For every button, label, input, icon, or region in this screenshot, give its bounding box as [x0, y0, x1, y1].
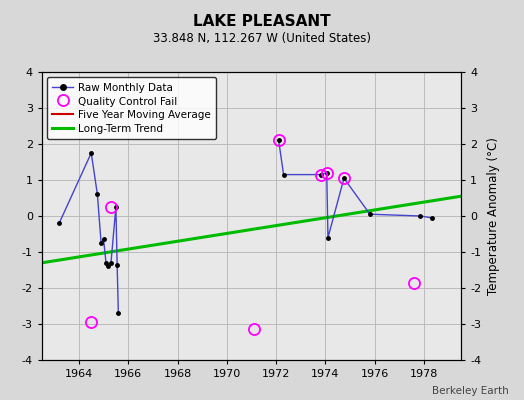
Text: LAKE PLEASANT: LAKE PLEASANT: [193, 14, 331, 29]
Text: 33.848 N, 112.267 W (United States): 33.848 N, 112.267 W (United States): [153, 32, 371, 45]
Y-axis label: Temperature Anomaly (°C): Temperature Anomaly (°C): [487, 137, 500, 295]
Text: Berkeley Earth: Berkeley Earth: [432, 386, 508, 396]
Legend: Raw Monthly Data, Quality Control Fail, Five Year Moving Average, Long-Term Tren: Raw Monthly Data, Quality Control Fail, …: [47, 77, 216, 140]
